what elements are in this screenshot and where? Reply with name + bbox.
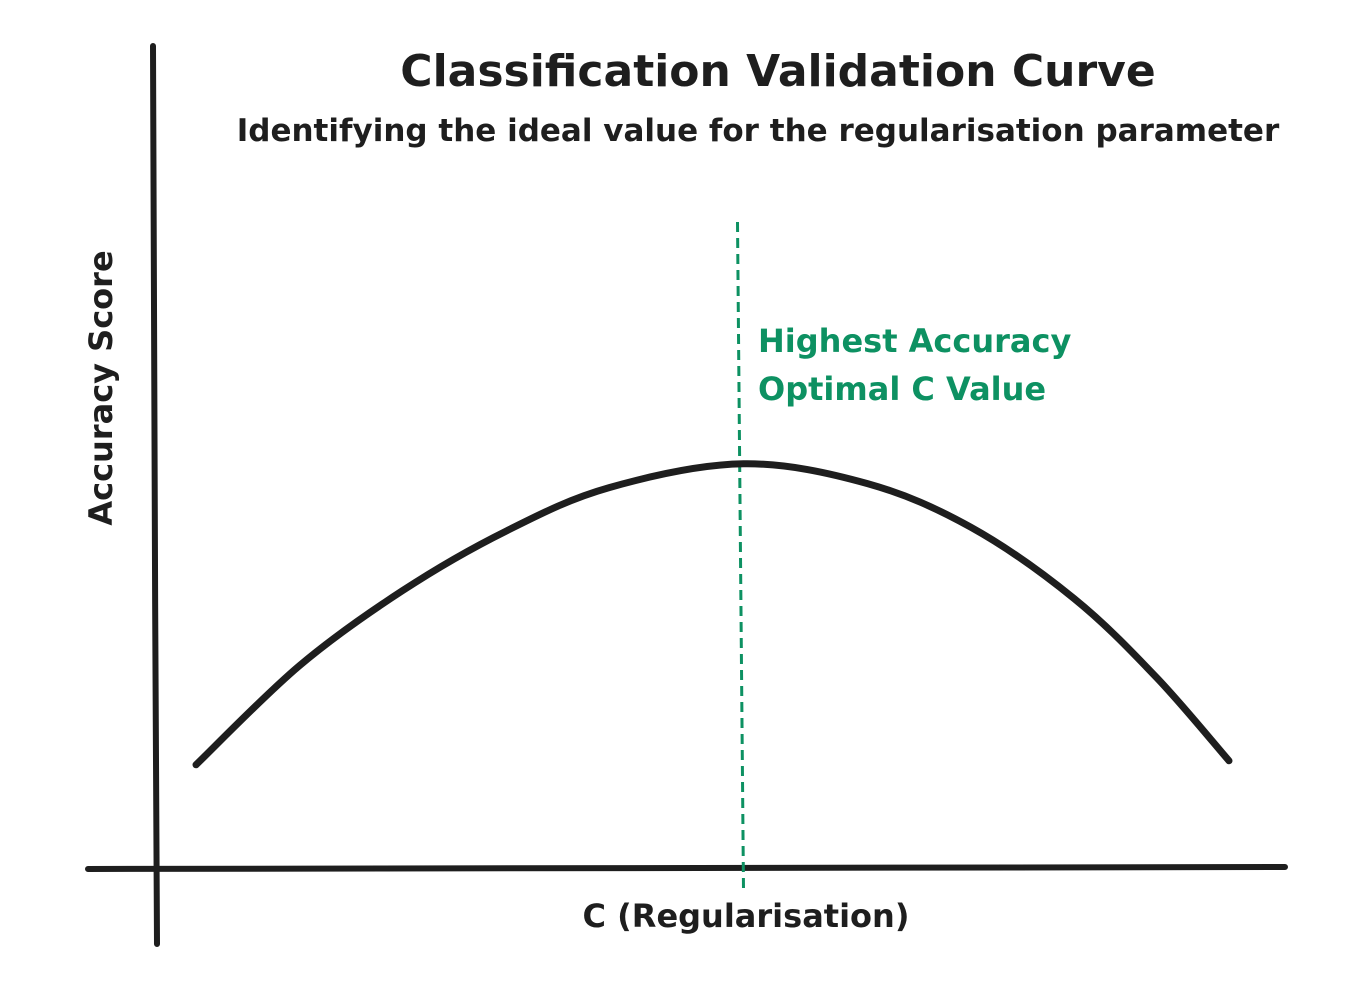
- annotation-optimal-c-value: Optimal C Value: [758, 370, 1046, 408]
- curve-points: [193, 461, 1232, 768]
- y-axis: [150, 43, 160, 947]
- accuracy-curve: [192, 460, 1233, 769]
- chart-subtitle: Identifying the ideal value for the regu…: [237, 113, 1280, 149]
- y-axis-label: Accuracy Score: [82, 250, 120, 525]
- x-axis: [85, 864, 1288, 872]
- chart-title: Classification Validation Curve: [400, 46, 1155, 97]
- optimal-c-reference-line: [736, 221, 745, 891]
- annotation-highest-accuracy: Highest Accuracy: [758, 322, 1071, 360]
- x-axis-label: C (Regularisation): [583, 897, 910, 935]
